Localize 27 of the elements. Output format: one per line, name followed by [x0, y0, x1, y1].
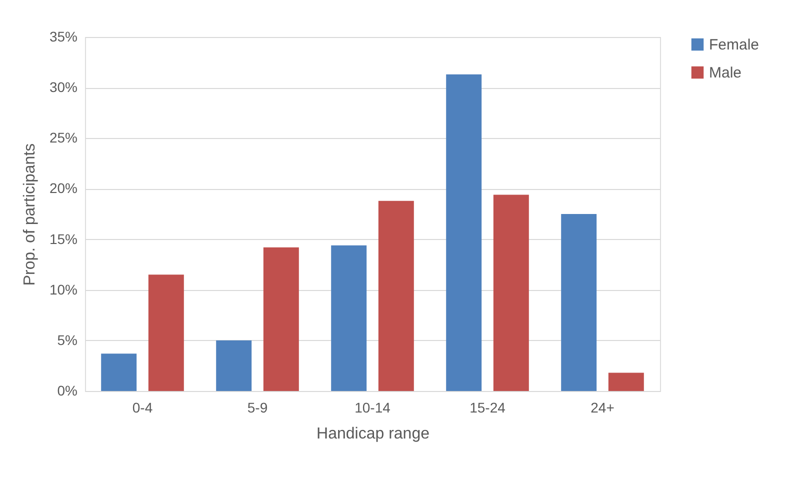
y-tick-label: 35% [49, 28, 78, 44]
bar [101, 354, 137, 391]
legend-label: Female [709, 36, 760, 54]
bar [446, 74, 482, 391]
bar [378, 200, 414, 391]
bar [331, 245, 367, 391]
x-tick-label: 5-9 [247, 400, 268, 416]
bar [561, 214, 597, 391]
legend-label: Male [709, 64, 742, 82]
y-tick-label: 10% [49, 281, 78, 298]
bar [608, 372, 644, 391]
y-tick-label: 15% [49, 230, 78, 247]
x-tick-label: 0-4 [132, 400, 153, 416]
x-tick-label: 24+ [590, 400, 614, 416]
y-tick-label: 25% [49, 130, 78, 146]
x-tick-label: 10-14 [354, 400, 391, 416]
x-tick-label: 15-24 [470, 400, 506, 416]
y-tick-label: 30% [49, 79, 78, 96]
bar [263, 247, 299, 391]
bar [148, 274, 184, 391]
y-tick-label: 20% [49, 180, 78, 196]
bar [216, 340, 252, 391]
y-axis-title: Prop. of participants [21, 143, 38, 286]
x-axis-title: Handicap range [316, 426, 430, 442]
bar [493, 194, 529, 391]
y-tick-label: 5% [57, 332, 78, 348]
y-tick-label: 0% [57, 382, 78, 398]
